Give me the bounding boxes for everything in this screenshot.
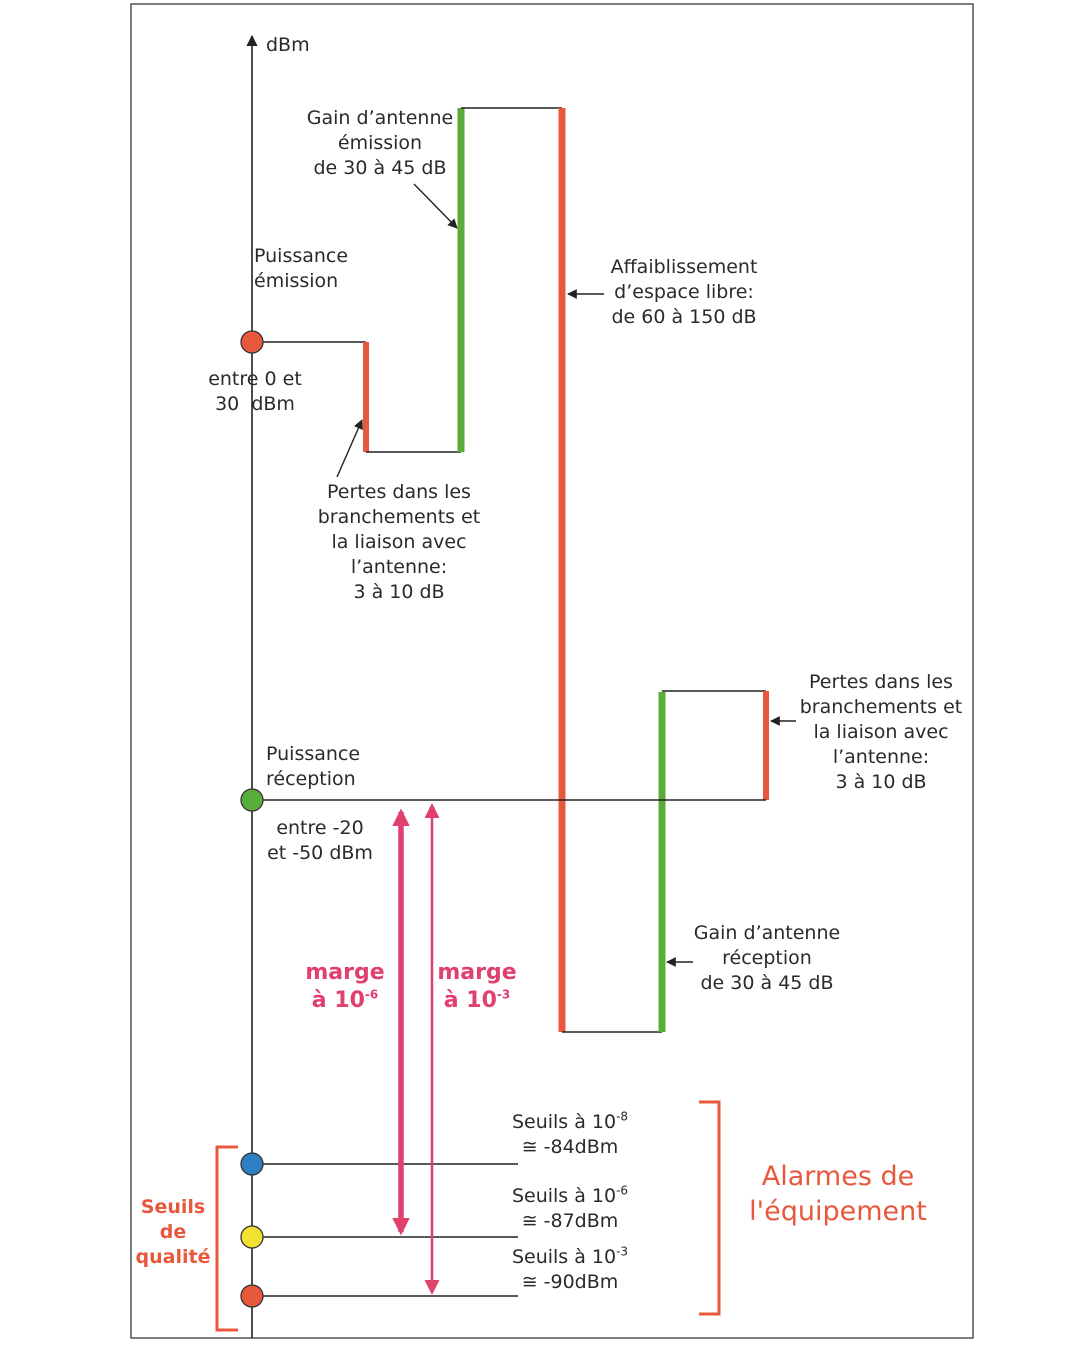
alarms-bracket [699,1100,721,1316]
puissance-reception-label: Puissance réception [266,743,361,790]
reception-range-label: entre -20 et -50 dBm [267,817,373,864]
threshold-dot-1e-3 [240,1284,264,1308]
axis-unit-label: dBm [266,34,310,56]
threshold-label-1e-8: Seuils à 10-8 ≅ -84dBm [511,1109,629,1158]
puissance-emission-label: Puissance émission [254,245,349,292]
emission-range-label: entre 0 et 30 dBm [208,368,302,415]
margin-label-1e-3: marge à 10-3 [437,960,517,1013]
free-space-loss-label: Affaiblissement d’espace libre: de 60 à … [610,256,758,328]
margin-label-1e-6: marge à 10-6 [305,960,385,1013]
quality-bracket [215,1145,238,1332]
threshold-label-1e-6: Seuils à 10-6 ≅ -87dBm [511,1183,629,1232]
quality-thresholds-label: Seuils de qualité [135,1196,211,1268]
pointer-gain-emission [413,183,458,229]
gain-reception-label: Gain d’antenne réception de 30 à 45 dB [693,922,841,994]
emission-power-dot [240,330,264,354]
reception-power-dot [240,788,264,812]
threshold-label-1e-3: Seuils à 10-3 ≅ -90dBm [511,1244,629,1293]
emission-losses-label: Pertes dans les branchements et la liais… [317,481,481,603]
gain-emission-label: Gain d’antenne émission de 30 à 45 dB [306,107,454,179]
diagram-frame [130,3,974,1339]
reception-losses-label: Pertes dans les branchements et la liais… [799,671,963,793]
threshold-dot-1e-6 [240,1225,264,1249]
threshold-dot-1e-8 [240,1152,264,1176]
equipment-alarms-label: Alarmes de l'équipement [749,1161,927,1227]
pointer-losses-emission [336,419,363,478]
